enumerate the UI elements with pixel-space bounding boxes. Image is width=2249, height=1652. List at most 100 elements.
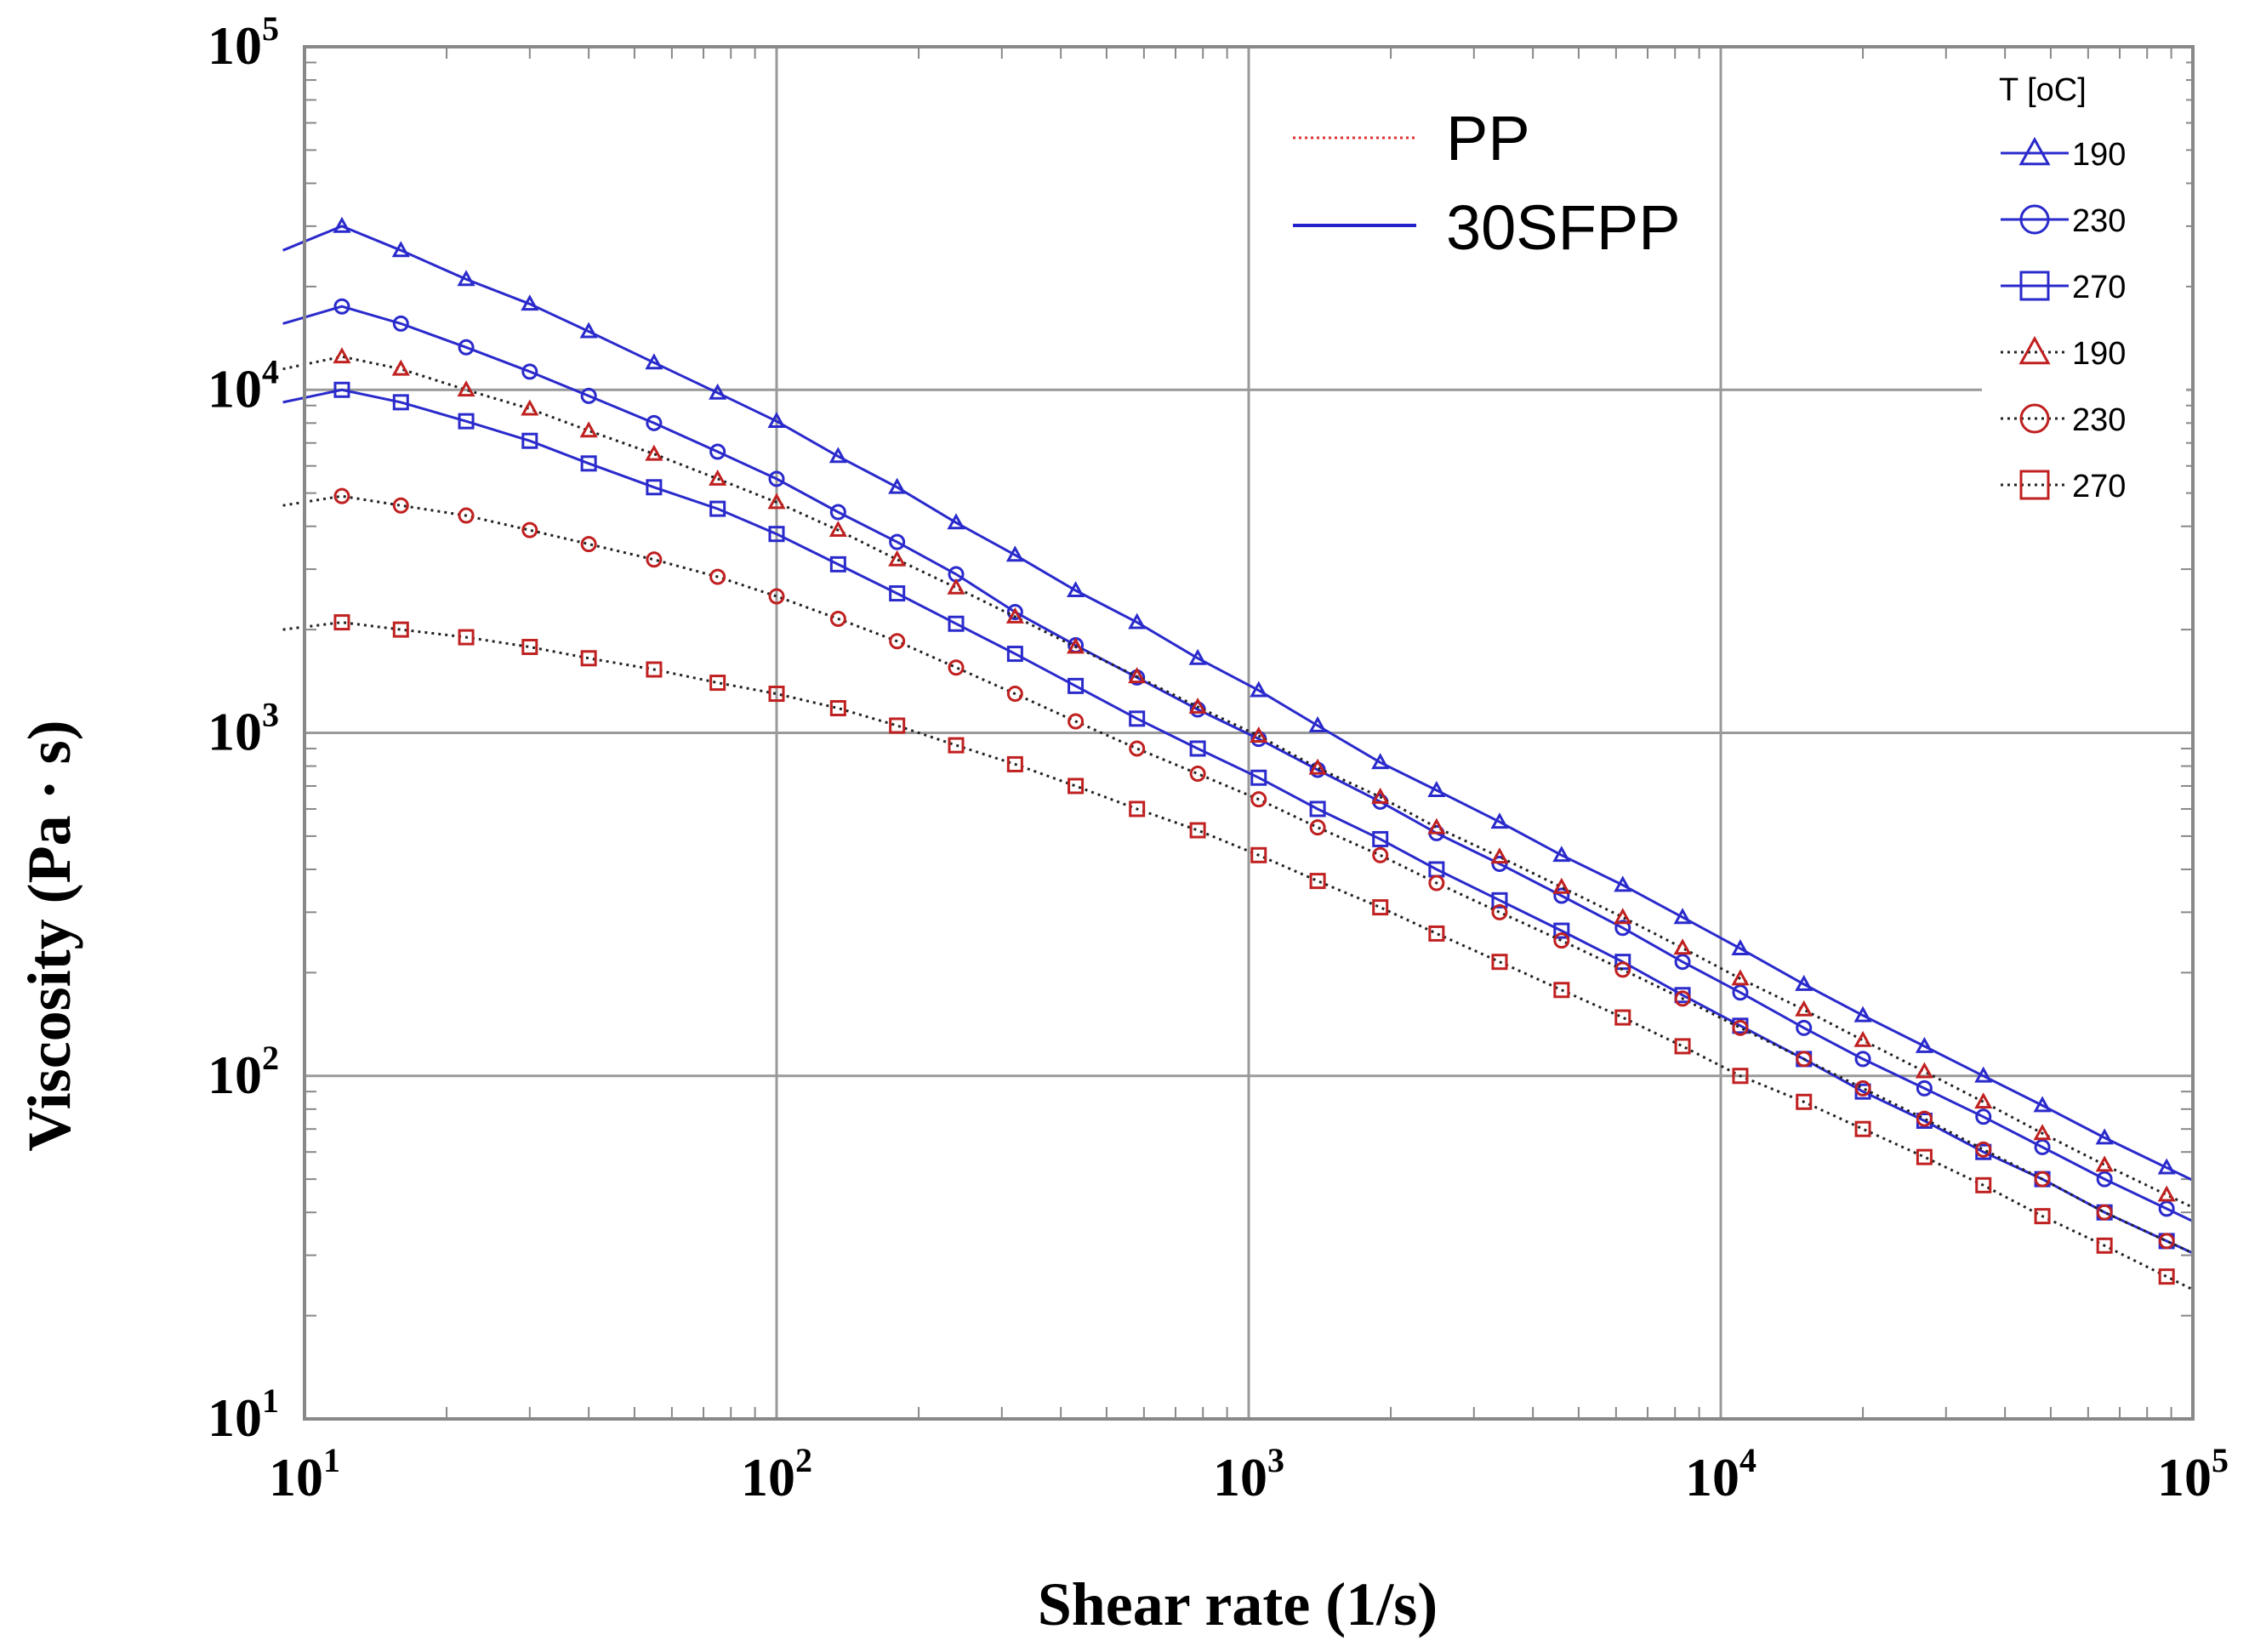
data-point [333,614,350,631]
data-point [1006,686,1023,703]
data-point [1371,753,1390,770]
series-line-PP-270 [282,621,2194,1291]
data-point [1614,875,1632,892]
data-point [392,315,409,332]
legend-30sfpp-label: 30SFPP [1446,192,1681,263]
data-point [709,383,727,400]
data-point [457,270,475,287]
data-point [948,615,965,632]
data-point [2034,1208,2051,1225]
data-point [1916,1110,1933,1127]
data-point [1614,920,1631,937]
data-point [1974,1092,1993,1109]
data-point [768,470,785,487]
y-tick-label: 105 [208,9,279,76]
data-point [1854,1079,1871,1097]
data-point [709,469,727,486]
data-point [521,432,538,449]
data-point [947,578,965,595]
data-point [1853,1030,1872,1047]
data-point [1974,1066,1993,1083]
data-point [1428,925,1445,942]
x-tick-label: 105 [2157,1441,2229,1507]
data-point [709,675,726,692]
data-point [889,585,906,602]
x-tick-label: 103 [1213,1441,1284,1507]
temperature-legend-label: 190 [2072,137,2126,173]
data-point [1795,974,1813,991]
data-point [579,421,598,438]
data-point [1250,681,1268,698]
data-point [828,447,847,464]
data-point [709,500,726,517]
data-point [2033,1124,2052,1141]
data-point [2034,1171,2051,1188]
data-point [1129,800,1146,817]
data-point [457,380,475,397]
data-point [1428,874,1445,892]
data-point [1067,581,1085,598]
x-tick-label: 101 [269,1441,340,1507]
data-point [1005,607,1024,624]
series-line-30SFPP-190 [282,225,2194,1182]
data-point [1673,908,1692,925]
data-point [889,633,906,650]
data-point [1614,908,1632,925]
data-point [948,659,965,676]
data-point [1552,877,1571,894]
data-point [1916,1148,1933,1165]
data-point [580,536,597,553]
data-point [333,381,350,398]
y-tick-label: 101 [208,1381,279,1448]
series-group [282,216,2194,1291]
data-point [1006,646,1023,663]
data-point [1673,938,1692,955]
data-point [391,241,410,258]
data-point [1188,697,1207,714]
data-point [1491,892,1508,909]
data-point [1189,766,1206,783]
data-point [767,493,786,510]
data-point [1854,1120,1871,1137]
data-point [333,216,351,233]
data-point [2034,1138,2051,1155]
data-point [1915,1036,1933,1053]
data-point [1674,990,1691,1007]
data-point [458,413,475,430]
series-PP-230 [282,487,2194,1255]
data-point [333,298,350,315]
data-point [1372,846,1389,863]
data-point [1491,903,1508,920]
data-point [1552,846,1571,863]
data-point [2095,1155,2114,1172]
data-point [888,550,907,567]
temperature-legend-marker-triangle [2018,335,2051,365]
temperature-legend-label: 230 [2072,402,2126,438]
data-point [1916,1079,1933,1097]
data-point [646,661,663,678]
data-point [888,477,907,494]
data-point [1732,1068,1749,1085]
data-point [1006,755,1023,772]
data-point [1796,1019,1813,1036]
data-point [2158,1233,2175,1250]
series-PP-270 [282,614,2194,1291]
data-point [1250,846,1267,863]
data-point [579,322,598,339]
data-point [1371,787,1390,804]
data-point [645,353,663,370]
data-point [1975,1108,1992,1125]
data-point [1614,961,1631,978]
data-point [1308,715,1327,732]
data-point [646,479,663,496]
temperature-legend-marker-circle [2019,204,2050,235]
data-point [1732,1019,1749,1036]
data-point [580,387,597,404]
data-point [458,507,475,524]
data-point [1068,677,1085,694]
data-point [2095,1128,2114,1145]
data-point [580,650,597,667]
data-point [1674,1038,1691,1055]
data-point [580,455,597,472]
